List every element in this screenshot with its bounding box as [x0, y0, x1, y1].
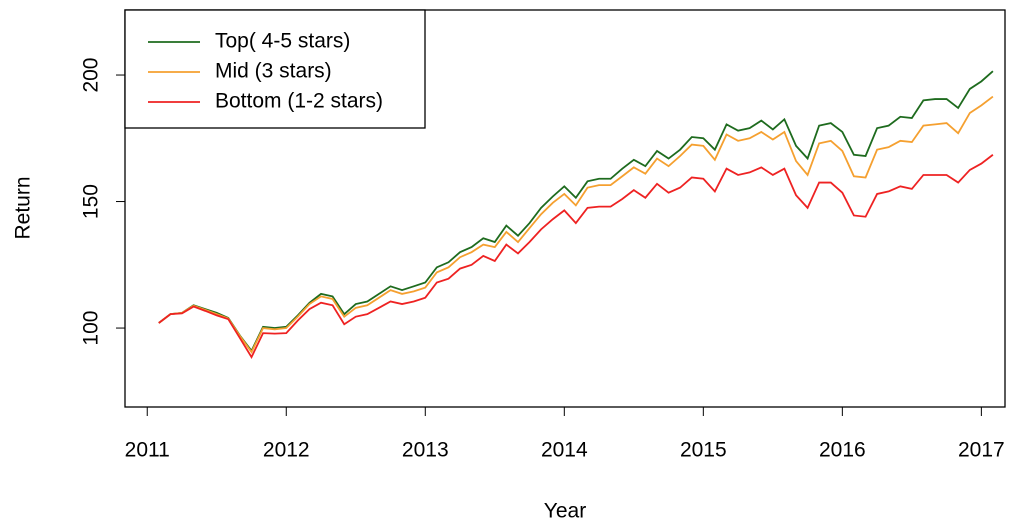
x-tick-label: 2014 — [541, 439, 588, 462]
x-tick-label: 2011 — [125, 439, 170, 462]
y-axis-label: Return — [12, 176, 35, 239]
x-tick-label: 2015 — [680, 439, 727, 462]
series-line — [158, 154, 994, 360]
x-tick-label: 2013 — [402, 439, 449, 462]
legend-label: Bottom (1-2 stars) — [215, 90, 383, 113]
series-line — [158, 95, 994, 354]
x-axis-label: Year — [544, 500, 586, 523]
legend-box — [124, 9, 426, 129]
y-tick-label: 100 — [80, 311, 103, 346]
x-tick-label: 2012 — [263, 439, 310, 462]
x-tick-label: 2017 — [958, 439, 1005, 462]
legend-label: Mid (3 stars) — [215, 60, 332, 83]
y-tick-label: 200 — [80, 58, 103, 93]
legend-label: Top( 4-5 stars) — [215, 30, 350, 53]
y-tick-label: 150 — [80, 184, 103, 219]
x-tick-label: 2016 — [819, 439, 866, 462]
